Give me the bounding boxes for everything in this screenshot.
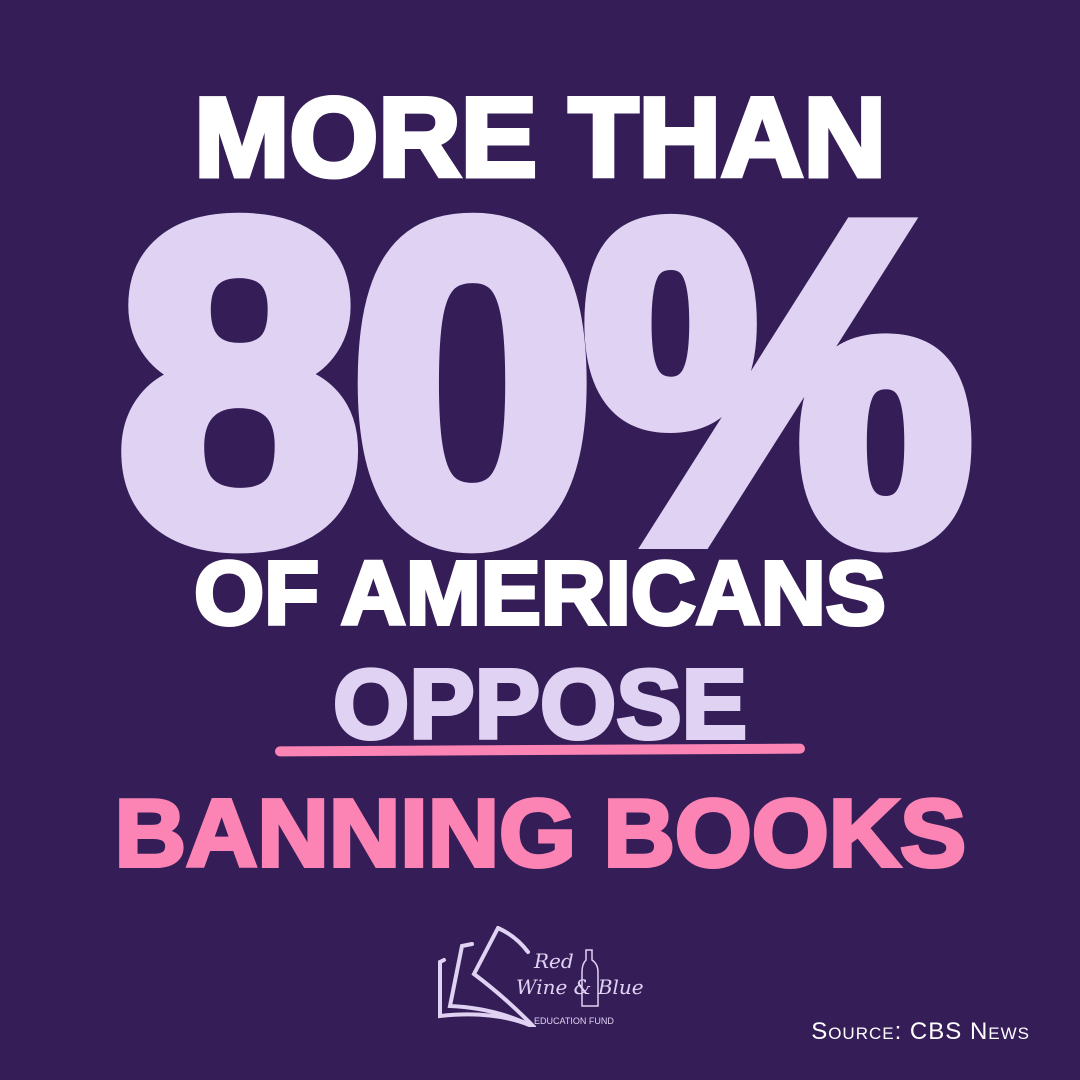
source-credit: Source: CBS News (811, 1018, 1030, 1045)
headline-more-than: MORE THAN (0, 75, 1080, 200)
headline-text: MORE THAN (192, 75, 889, 200)
wine-bottle-icon (581, 949, 599, 1007)
headline-of-americans: OF AMERICANS (0, 544, 1080, 644)
headline-text: OPPOSE (331, 649, 749, 759)
red-wine-blue-logo: Red Wine & Blue EDUCATION FUND (438, 926, 644, 1027)
headline-oppose: OPPOSE (0, 649, 1080, 759)
headline-banning-books: BANNING BOOKS (0, 780, 1080, 887)
logo-text-wine-blue: Wine & Blue (516, 975, 644, 999)
headline-text: BANNING BOOKS (112, 780, 968, 887)
stat-text: 80% (107, 132, 983, 634)
logo-text-red: Red (533, 949, 574, 973)
logo-subtitle: EDUCATION FUND (534, 1016, 614, 1026)
headline-text: OF AMERICANS (192, 544, 888, 644)
headline-stat: 80% (0, 132, 1080, 634)
